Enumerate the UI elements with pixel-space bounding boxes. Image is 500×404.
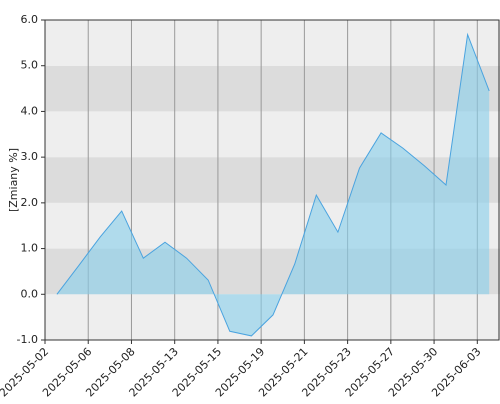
y-tick-label: 4.0: [21, 104, 39, 117]
y-tick-label: 6.0: [21, 13, 39, 26]
y-tick-label: 2.0: [21, 196, 39, 209]
y-tick-label: -1.0: [17, 333, 38, 346]
y-tick-label: 5.0: [21, 59, 39, 72]
plot-band: [45, 111, 500, 158]
y-tick-label: 1.0: [21, 242, 39, 255]
y-tick-label: 0.0: [21, 287, 39, 300]
plot-frame: [44, 19, 500, 341]
area-line: [56, 32, 490, 337]
area-fill: [56, 34, 490, 336]
plot-band: [45, 20, 500, 66]
plot-band: [45, 65, 500, 112]
y-tick-label: 3.0: [21, 150, 39, 163]
y-axis-label: [Zmiany %]: [7, 148, 20, 212]
